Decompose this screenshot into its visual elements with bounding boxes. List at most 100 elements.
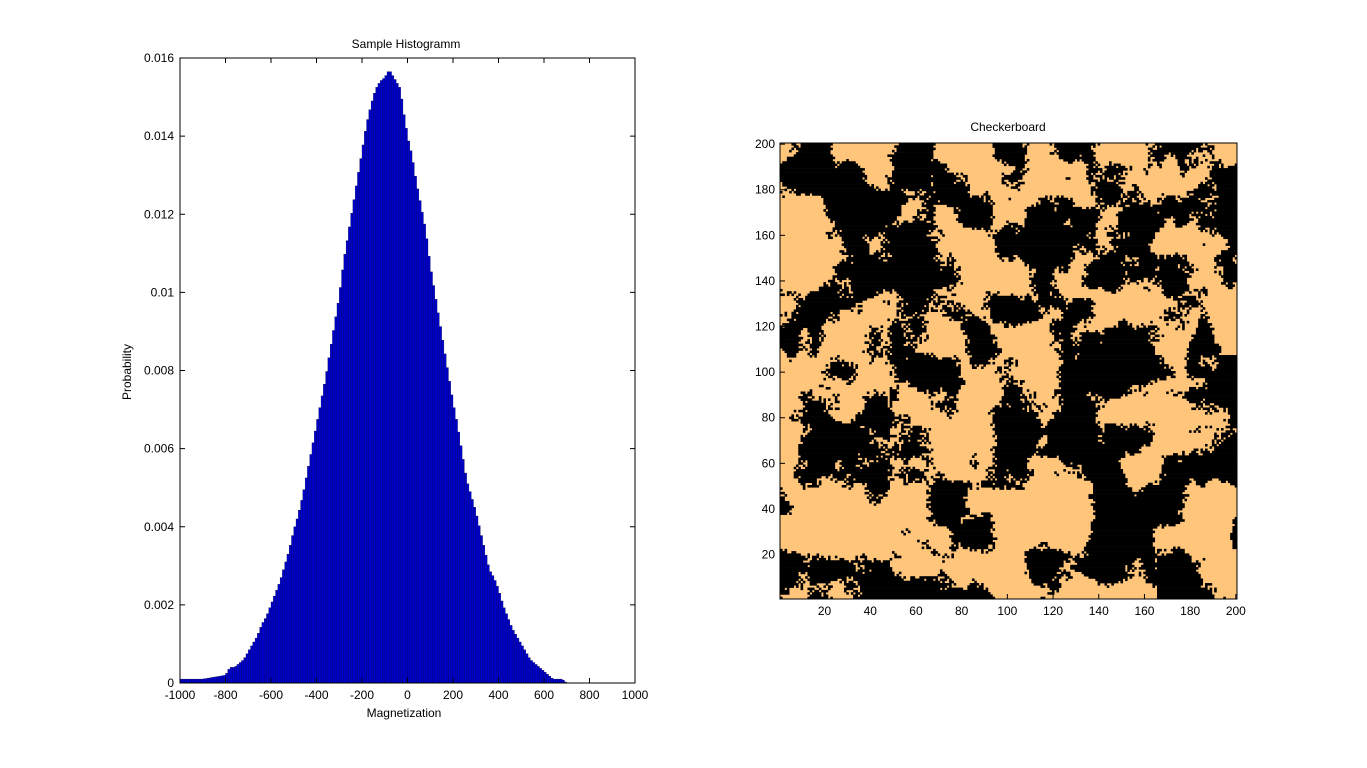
histogram-bar [416, 188, 420, 684]
checkerboard-cell [878, 455, 881, 458]
checkerboard-cell [834, 234, 838, 237]
checkerboard-cell [1221, 441, 1238, 445]
checkerboard-cell [780, 491, 785, 495]
checkerboard-cell [1232, 544, 1238, 547]
checkerboard-cell [1186, 193, 1190, 196]
checkerboard-cell [1104, 332, 1149, 335]
checkerboard-cell [780, 567, 856, 570]
checkerboard-cell [1186, 355, 1201, 358]
checkerboard-cell [1125, 393, 1128, 397]
checkerboard-cell [832, 475, 847, 479]
checkerboard-cell [1191, 152, 1194, 155]
checkerboard-cell [889, 402, 893, 406]
checkerboard-cell [967, 334, 996, 338]
checkerboard-cell [809, 425, 861, 429]
checkerboard-cell [955, 181, 966, 185]
checkerboard-cell [802, 393, 813, 397]
checkerboard-cell [907, 318, 925, 322]
checkerboard-cell [896, 366, 961, 370]
checkerboard-cell [1086, 275, 1156, 278]
histogram-bar [238, 662, 242, 684]
checkerboard-cell [1056, 576, 1062, 579]
checkerboard-cell [1109, 204, 1112, 208]
checkerboard-cell [992, 464, 996, 468]
checkerboard-cell [1056, 473, 1060, 477]
checkerboard-cell [951, 302, 954, 306]
checkerboard-cell [1166, 254, 1172, 258]
checkerboard-cell [850, 418, 854, 422]
checkerboard-cell [837, 393, 840, 397]
checkerboard-y-tick-label: 160 [755, 228, 775, 242]
checkerboard-cell [891, 352, 925, 356]
checkerboard-cell [1227, 421, 1238, 424]
histogram-bar [248, 649, 251, 684]
checkerboard-cell [1207, 200, 1238, 203]
checkerboard-cell [1134, 188, 1140, 192]
checkerboard-cell [789, 416, 795, 420]
checkerboard-cell [1161, 334, 1165, 338]
checkerboard-cell [1157, 592, 1213, 595]
checkerboard-cell [848, 487, 852, 490]
checkerboard-cell [1173, 295, 1178, 299]
checkerboard-cell [953, 284, 957, 287]
checkerboard-cell [1090, 393, 1096, 397]
checkerboard-cell [780, 329, 801, 333]
checkerboard-cell [814, 355, 817, 358]
checkerboard-cell [871, 496, 877, 499]
checkerboard-cell [1134, 423, 1137, 427]
checkerboard-cell [894, 553, 897, 556]
checkerboard-cell [853, 578, 904, 582]
checkerboard-cell [1177, 195, 1181, 199]
histogram-bar [227, 669, 231, 684]
checkerboard-cell [1040, 542, 1048, 545]
histogram-bar [514, 634, 517, 684]
checkerboard-cell [841, 377, 849, 381]
checkerboard-cell [1072, 466, 1080, 470]
checkerboard-cell [1081, 277, 1124, 281]
checkerboard-cell [1141, 564, 1197, 568]
checkerboard-cell [818, 396, 822, 399]
checkerboard-cell [1186, 375, 1192, 379]
checkerboard-cell [1118, 215, 1172, 219]
histogram-bar [493, 580, 497, 684]
checkerboard-cell [1031, 400, 1034, 404]
checkerboard-cell [942, 587, 945, 591]
checkerboard-cell [866, 457, 886, 461]
checkerboard-cell [994, 430, 1103, 433]
checkerboard-cell [1074, 555, 1080, 559]
checkerboard-cell [780, 587, 785, 591]
checkerboard-cell [994, 229, 998, 233]
checkerboard-cell [935, 293, 938, 297]
checkerboard-cell [889, 405, 893, 408]
checkerboard-cell [912, 220, 927, 224]
checkerboard-cell [1013, 325, 1016, 328]
checkerboard-cell [894, 364, 957, 367]
checkerboard-cell [1221, 250, 1238, 253]
checkerboard-cell [926, 432, 929, 436]
checkerboard-cell [1086, 542, 1153, 545]
checkerboard-cell [825, 204, 902, 208]
checkerboard-cell [942, 560, 945, 563]
checkerboard-cell [873, 389, 877, 392]
checkerboard-cell [962, 316, 980, 319]
checkerboard-cell [1038, 407, 1041, 411]
checkerboard-cell [1141, 195, 1144, 199]
checkerboard-cell [889, 186, 970, 189]
checkerboard-cell [818, 384, 824, 388]
histogram-bar [507, 619, 511, 684]
checkerboard-y-tick-label: 200 [755, 137, 775, 151]
checkerboard-cell [1058, 396, 1092, 399]
checkerboard-cell [780, 571, 799, 575]
checkerboard-cell [1189, 386, 1197, 390]
histogram-bar [284, 561, 288, 684]
checkerboard-cell [1227, 241, 1238, 244]
checkerboard-cell [784, 325, 822, 328]
checkerboard-cell [1022, 393, 1025, 397]
checkerboard-cell [793, 475, 799, 479]
checkerboard-cell [1145, 172, 1149, 176]
checkerboard-cell [843, 466, 861, 470]
checkerboard-cell [898, 225, 938, 228]
checkerboard-cell [1159, 165, 1162, 169]
checkerboard-cell [800, 434, 804, 438]
checkerboard-cell [926, 505, 929, 509]
